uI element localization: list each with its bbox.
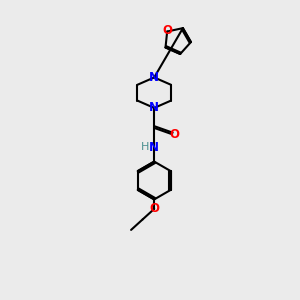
Text: O: O	[162, 24, 172, 37]
Text: N: N	[149, 141, 159, 154]
Text: O: O	[149, 202, 159, 215]
Text: H: H	[141, 142, 149, 152]
Text: N: N	[149, 71, 159, 84]
Text: O: O	[169, 128, 180, 141]
Text: N: N	[149, 101, 159, 114]
